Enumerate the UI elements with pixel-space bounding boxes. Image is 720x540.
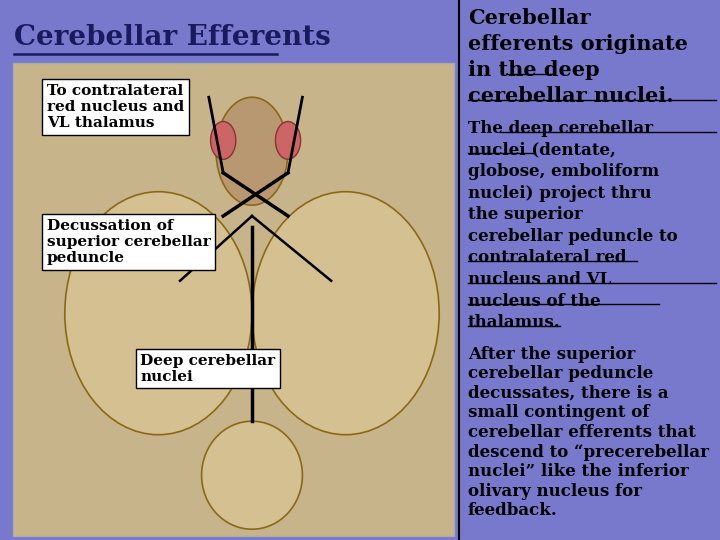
Text: nuclei) project thru: nuclei) project thru [468,185,652,201]
Text: nucleus of the: nucleus of the [468,293,600,309]
FancyBboxPatch shape [13,63,454,536]
Text: After the superior
cerebellar peduncle
decussates, there is a
small contingent o: After the superior cerebellar peduncle d… [468,346,709,519]
Ellipse shape [275,122,301,159]
Text: Cerebellar Efferents: Cerebellar Efferents [14,24,331,51]
Text: globose, emboliform: globose, emboliform [468,163,660,180]
Text: thalamus.: thalamus. [468,314,561,331]
Ellipse shape [210,122,236,159]
Ellipse shape [202,421,302,529]
Text: To contralateral
red nucleus and
VL thalamus: To contralateral red nucleus and VL thal… [47,84,184,130]
Ellipse shape [65,192,252,435]
Text: in the deep: in the deep [468,60,600,80]
Text: The deep cerebellar: The deep cerebellar [468,120,653,137]
Ellipse shape [216,97,288,205]
Text: cerebellar peduncle to: cerebellar peduncle to [468,228,678,245]
Text: Decussation of
superior cerebellar
peduncle: Decussation of superior cerebellar pedun… [47,219,210,265]
Ellipse shape [252,192,439,435]
Text: nucleus and VL: nucleus and VL [468,271,611,288]
Text: cerebellar nuclei.: cerebellar nuclei. [468,86,674,106]
Text: Cerebellar: Cerebellar [468,8,590,28]
Text: efferents originate: efferents originate [468,34,688,54]
Text: contralateral red: contralateral red [468,249,626,266]
Text: Deep cerebellar
nuclei: Deep cerebellar nuclei [140,354,276,384]
Text: the superior: the superior [468,206,582,223]
Text: nuclei (dentate,: nuclei (dentate, [468,141,616,158]
